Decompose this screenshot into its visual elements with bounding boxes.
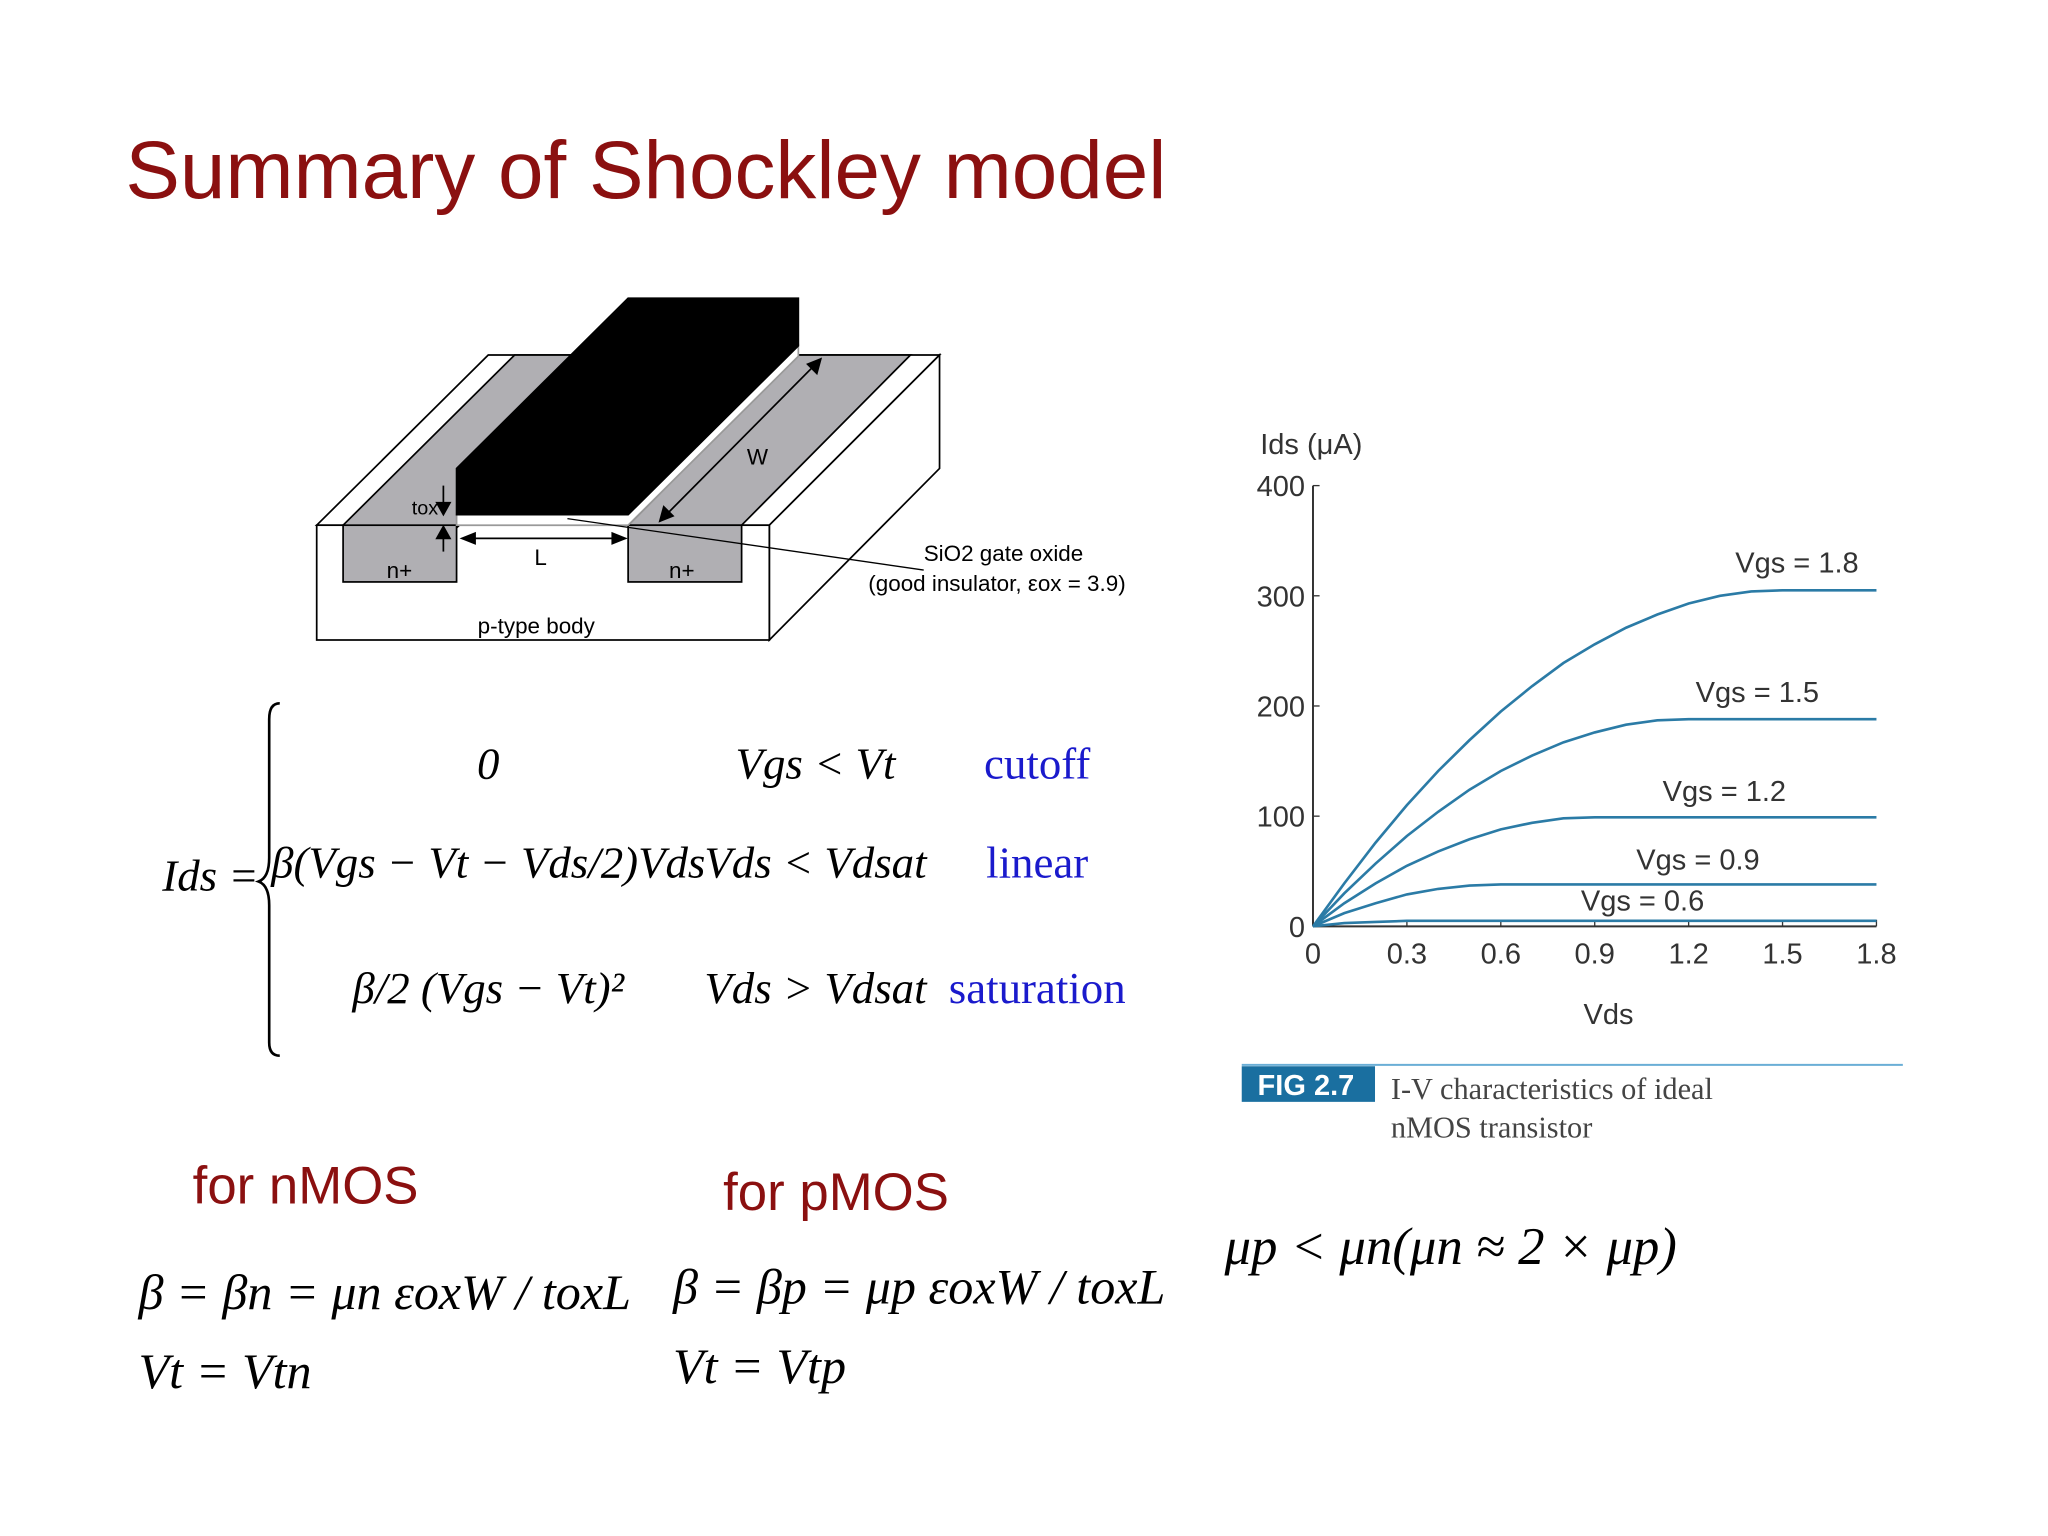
y-tick-label: 400 <box>1257 471 1305 503</box>
brace <box>254 702 280 1057</box>
arrow-head <box>806 357 823 376</box>
nmos-beta: β = βn = μn εoxW / toxL <box>138 1264 631 1320</box>
y-tick-label: 0 <box>1289 912 1305 944</box>
curve <box>1311 588 1877 928</box>
curve <box>1312 815 1877 928</box>
n-left-front <box>342 524 458 583</box>
x-tick-label: 0.6 <box>1481 938 1521 970</box>
tox-label: tox <box>412 498 438 520</box>
figure-caption: FIG 2.7 I-V characteristics of ideal nMO… <box>1241 1063 1903 1144</box>
x-tick-label: 0 <box>1305 938 1321 970</box>
n-right-front <box>627 524 743 583</box>
case-region: cutoff <box>984 739 1090 789</box>
y-tick-label: 100 <box>1257 802 1305 834</box>
arrow-head <box>435 501 452 517</box>
x-tick-label: 1.5 <box>1762 938 1802 970</box>
pmos-vt: Vt = Vtp <box>673 1338 846 1394</box>
arrow-head <box>435 524 452 540</box>
x-tick-label: 0.9 <box>1575 938 1615 970</box>
caption-tag: FIG 2.7 <box>1258 1070 1355 1102</box>
arrow-head <box>658 505 675 523</box>
x-tick-label: 0.3 <box>1387 938 1427 970</box>
case-condition: Vds < Vdsat <box>704 838 928 888</box>
y-tick-label: 300 <box>1257 581 1305 613</box>
oxide-label: SiO2 gate oxide <box>924 541 1084 566</box>
series-label: Vgs = 1.5 <box>1696 677 1819 709</box>
series-label: Vgs = 0.9 <box>1636 845 1759 877</box>
iv-chart: 0 100 200 300 400 0 0.3 0.6 0.9 1.2 1.5 1.8 Ids (μA)… <box>1257 429 1897 1031</box>
case-expression: β/2 (Vgs − Vt)² <box>351 963 625 1013</box>
n-label: n+ <box>669 558 695 583</box>
body-label: p-type body <box>478 613 596 638</box>
caption-line: nMOS transistor <box>1391 1110 1592 1144</box>
nmos-heading: for nMOS <box>193 1156 419 1215</box>
y-axis-label: Ids (μA) <box>1260 429 1362 461</box>
transistor-diagram <box>314 297 942 643</box>
x-tick-label: 1.2 <box>1668 938 1708 970</box>
caption-tag-box <box>1241 1066 1376 1102</box>
leader-line <box>567 517 924 571</box>
shockley-equation: Ids = <box>161 702 280 1057</box>
title: Summary of Shockley model <box>125 125 1166 216</box>
w-label: W <box>747 444 769 469</box>
case-expression: β(Vgs − Vt − Vds/2)Vds <box>270 838 705 888</box>
x-tick-label: 1.8 <box>1856 938 1896 970</box>
case-condition: Vds > Vdsat <box>704 963 928 1013</box>
y-tick-label: 200 <box>1257 692 1305 724</box>
diagram-labels: W tox L n+ n+ p-type body SiO2 gate oxid… <box>387 444 1126 638</box>
w-arrow <box>659 358 822 522</box>
n-label: n+ <box>387 558 413 583</box>
pmos-heading: for pMOS <box>723 1163 949 1222</box>
case-region: saturation <box>949 963 1126 1013</box>
series-label: Vgs = 1.2 <box>1663 776 1786 808</box>
series-label: Vgs = 0.6 <box>1581 886 1704 918</box>
arrow-head <box>459 531 476 545</box>
case-condition: Vgs < Vt <box>736 739 897 789</box>
curve <box>1312 717 1877 928</box>
caption-line: I-V characteristics of ideal <box>1391 1072 1713 1106</box>
x-axis-label: Vds <box>1584 999 1634 1031</box>
pmos-beta: β = βp = μp εoxW / toxL <box>672 1259 1165 1315</box>
series-label: Vgs = 1.8 <box>1735 548 1858 580</box>
mobility-relation: μp < μn(μn ≈ 2 × μp) <box>1224 1218 1677 1276</box>
l-label: L <box>534 545 546 570</box>
insulator-label: (good insulator, εox = 3.9) <box>868 571 1125 596</box>
nmos-vt: Vt = Vtn <box>139 1343 312 1399</box>
curve <box>1312 919 1877 928</box>
case-region: linear <box>986 838 1088 888</box>
equation-lhs: Ids = <box>161 851 258 901</box>
arrow-head <box>611 531 628 545</box>
case-expression: 0 <box>477 739 499 789</box>
curve <box>1312 883 1877 928</box>
gate <box>455 297 800 516</box>
